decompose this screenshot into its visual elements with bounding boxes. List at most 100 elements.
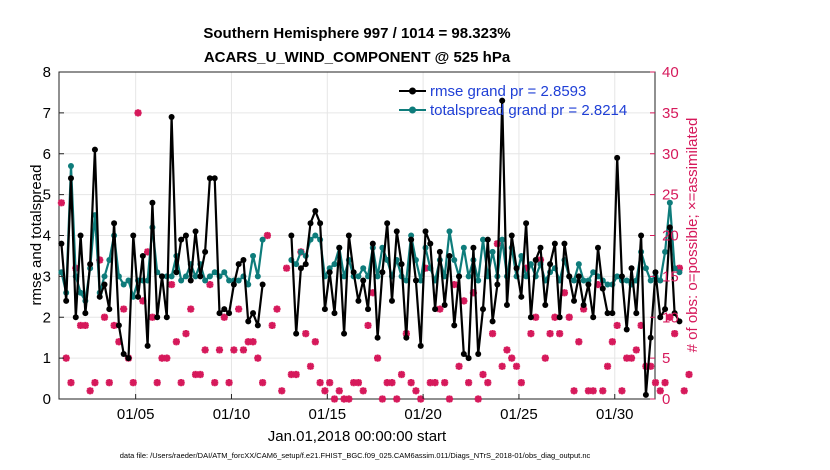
obs-count-point [450, 280, 458, 289]
obs-count-point [100, 313, 109, 321]
rmse-point [523, 220, 530, 227]
rmse-point [350, 269, 357, 276]
rmse-point [245, 318, 252, 325]
y-tick-label-right: 10 [662, 309, 679, 326]
rmse-point [230, 281, 237, 288]
obs-count-point [110, 321, 118, 330]
obs-count-point [426, 379, 434, 387]
totalspread-point [403, 277, 410, 284]
rmse-point [173, 269, 180, 276]
obs-count-point [182, 330, 190, 338]
rmse-point [326, 269, 333, 276]
rmse-point [130, 232, 137, 239]
rmse-point [618, 273, 625, 280]
obs-count-point [584, 387, 593, 395]
obs-count-point [67, 379, 75, 387]
totalspread-point [312, 232, 319, 239]
totalspread-point [489, 248, 496, 255]
legend-rmse-label: rmse grand pr = 2.8593 [430, 83, 586, 100]
totalspread-point [245, 281, 252, 288]
obs-count-point [474, 395, 482, 403]
rmse-point [470, 244, 477, 251]
y-tick-label-right: 25 [662, 187, 679, 204]
y-tick-label-right: 20 [662, 228, 679, 245]
obs-count-point [354, 379, 363, 387]
rmse-point [202, 248, 209, 255]
rmse-point [101, 281, 108, 288]
obs-count-point [302, 330, 310, 338]
totalspread-point [480, 236, 487, 243]
rmse-point [221, 306, 228, 313]
rmse-point [671, 310, 678, 317]
totalspread-point [417, 277, 424, 284]
obs-count-point [546, 330, 554, 338]
rmse-point [341, 330, 348, 337]
x-tick-label: 01/25 [500, 406, 538, 423]
legend: rmse grand pr = 2.8593 totalspread grand… [399, 83, 627, 119]
rmse-point [551, 240, 558, 247]
rmse-point [206, 175, 213, 182]
obs-count-point [580, 305, 588, 313]
rmse-point [484, 236, 491, 243]
rmse-point [379, 269, 386, 276]
y-tick-label-left: 3 [43, 268, 51, 285]
obs-count-point [211, 379, 219, 387]
obs-count-point [685, 370, 693, 379]
footer-data-file: data file: /Users/raeder/DAI/ATM_forcXX/… [120, 451, 591, 460]
obs-count-point [350, 379, 358, 387]
rmse-point [614, 154, 621, 161]
x-axis-label: Jan.01,2018 00:00:00 start [268, 428, 447, 445]
rmse-point [417, 342, 424, 349]
obs-count-point [62, 354, 70, 362]
obs-count-point [551, 313, 559, 321]
obs-count-point [608, 338, 616, 346]
obs-count-point [91, 379, 99, 387]
obs-count-point [498, 362, 506, 370]
totalspread-point [125, 277, 132, 284]
rmse-point [288, 232, 295, 239]
obs-count-point [196, 370, 204, 379]
rmse-point [408, 236, 415, 243]
rmse-point [149, 199, 156, 206]
legend-spread-marker [409, 106, 416, 114]
totalspread-point [250, 252, 257, 259]
obs-count-point [527, 330, 535, 338]
rmse-point [599, 285, 606, 292]
obs-count-point [455, 362, 463, 370]
rmse-point [374, 334, 381, 341]
y-tick-label-right: 0 [662, 391, 670, 408]
obs-count-point [57, 199, 65, 207]
obs-count-point [522, 264, 530, 272]
totalspread-point [77, 289, 84, 296]
obs-count-point [201, 346, 209, 354]
totalspread-point [235, 277, 242, 284]
rmse-point [384, 220, 391, 227]
totalspread-point [604, 281, 611, 288]
rmse-point [144, 342, 151, 349]
rmse-point [293, 330, 300, 337]
rmse-point [403, 334, 410, 341]
rmse-point [537, 244, 544, 251]
rmse-point [106, 306, 113, 313]
obs-count-point [220, 313, 228, 321]
rmse-point [657, 314, 664, 321]
rmse-point [321, 306, 328, 313]
obs-count-point [484, 379, 492, 387]
obs-count-point [441, 379, 449, 387]
obs-count-point [421, 264, 430, 272]
obs-count-point [680, 387, 688, 395]
rmse-point [642, 391, 649, 398]
rmse-point [355, 297, 362, 304]
totalspread-point [106, 257, 113, 264]
rmse-point [652, 269, 659, 276]
obs-count-point [647, 362, 655, 370]
rmse-point [139, 252, 146, 259]
totalspread-point [465, 273, 472, 280]
obs-count-point [244, 338, 252, 346]
totalspread-point [178, 277, 185, 284]
y-axis-label-right: # of obs: o=possible; ×=assimilated [684, 118, 701, 353]
obs-count-point [661, 379, 669, 387]
rmse-point [211, 175, 218, 182]
